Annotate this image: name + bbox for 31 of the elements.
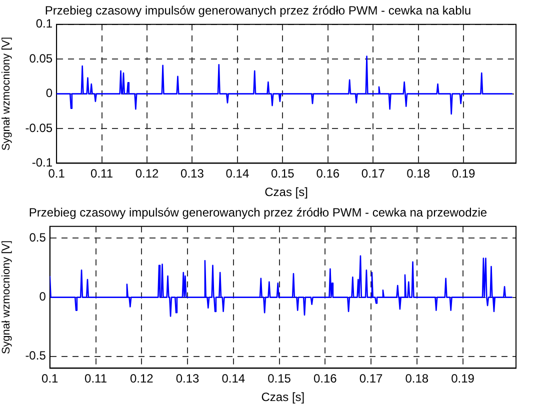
x-tick-label: 0.12 bbox=[130, 372, 154, 386]
x-tick-label: 0.13 bbox=[176, 372, 200, 386]
chart-title: Przebieg czasowy impulsów generowanych przez źródło PWM - cewka na kablu bbox=[44, 4, 472, 18]
y-tick-label: 0.5 bbox=[29, 230, 46, 245]
y-axis-title: Sygnał wzmocniony [V] bbox=[0, 240, 13, 354]
y-tick-label: -0.5 bbox=[25, 348, 46, 363]
x-tick-label: 0.16 bbox=[313, 372, 338, 386]
x-tick-label: 0.16 bbox=[316, 166, 340, 181]
x-tick-label: 0.13 bbox=[180, 166, 204, 181]
x-tick-label: 0.19 bbox=[452, 166, 476, 181]
y-axis-title: Sygnał wzmocniony [V] bbox=[0, 36, 13, 151]
x-tick-label: 0.17 bbox=[361, 166, 386, 181]
x-axis-title: Czas [s] bbox=[264, 185, 308, 200]
x-tick-label: 0.11 bbox=[90, 166, 114, 181]
x-tick-label: 0.14 bbox=[226, 166, 250, 181]
y-tick-label: 0 bbox=[39, 290, 46, 304]
x-tick-label: 0.15 bbox=[268, 372, 292, 386]
x-tick-label: 0.18 bbox=[406, 166, 430, 181]
x-tick-label: 0.14 bbox=[222, 372, 246, 386]
x-tick-label: 0.19 bbox=[451, 372, 475, 386]
y-tick-label: -0.05 bbox=[25, 120, 53, 135]
x-tick-label: 0.17 bbox=[359, 372, 384, 386]
y-tick-label: 0.05 bbox=[29, 51, 53, 66]
x-tick-label: 0.12 bbox=[135, 166, 159, 181]
y-tick-label: 0 bbox=[46, 86, 53, 100]
chart-title: Przebieg czasowy impulsów generowanych przez źródło PWM - cewka na przewodzie bbox=[28, 206, 488, 220]
x-tick-label: 0.11 bbox=[84, 372, 108, 386]
y-tick-label: 0.1 bbox=[36, 16, 53, 31]
x-tick-label: 0.15 bbox=[270, 166, 295, 181]
x-tick-label: 0.18 bbox=[405, 372, 429, 386]
x-axis-title: Czas [s] bbox=[261, 390, 305, 404]
